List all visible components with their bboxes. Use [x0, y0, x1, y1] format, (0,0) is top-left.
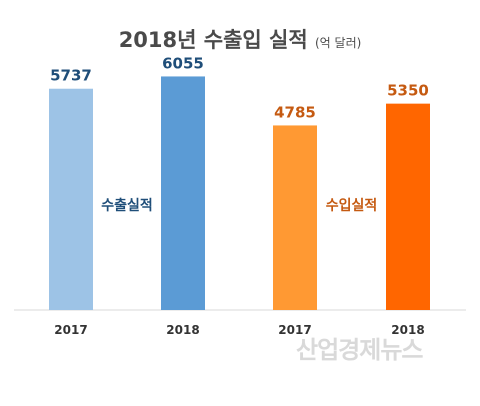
- value-label-0: 5737: [50, 67, 92, 85]
- value-label-1: 6055: [162, 54, 204, 72]
- value-label-3: 5350: [387, 82, 429, 100]
- bar-1: [161, 76, 205, 310]
- chart-title-text: 2018년 수출입 실적: [118, 28, 308, 52]
- bar-3: [386, 103, 430, 311]
- chart-unit: (억 달러): [315, 36, 362, 50]
- chart-title: 2018년 수출입 실적 (억 달러): [0, 24, 480, 54]
- value-label-2: 4785: [274, 103, 316, 121]
- x-tick-label-0: 2017: [54, 323, 87, 337]
- group-label-1: 수입실적: [326, 197, 378, 214]
- watermark-logo: 산업경제뉴스: [296, 336, 423, 364]
- x-tick-label-2: 2017: [278, 323, 311, 337]
- bar-2: [273, 125, 317, 310]
- x-tick-label-3: 2018: [391, 323, 424, 337]
- bar-0: [49, 88, 93, 310]
- x-tick-label-1: 2018: [166, 323, 199, 337]
- group-label-0: 수출실적: [101, 197, 153, 214]
